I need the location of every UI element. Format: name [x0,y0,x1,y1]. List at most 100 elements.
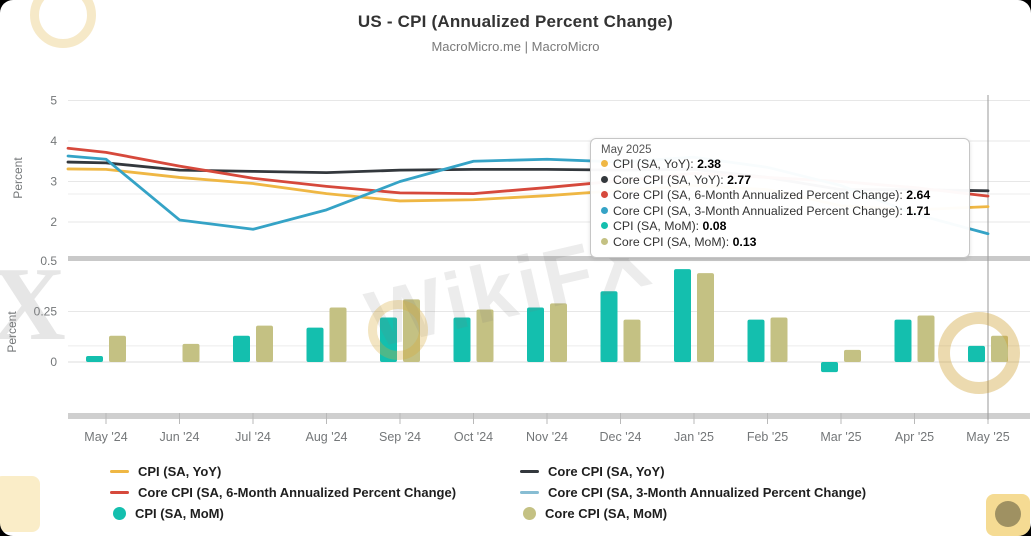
tooltip-series-label: Core CPI (SA, 6-Month Annualized Percent… [613,188,907,203]
bar-cpi-mom[interactable] [380,317,397,362]
series-color-dot [601,237,608,245]
tooltip-series-label: CPI (SA, MoM): [613,219,703,234]
legend-item[interactable]: CPI (SA, MoM) [110,503,456,524]
legend-column-right: Core CPI (SA, YoY) Core CPI (SA, 3-Month … [520,461,866,524]
legend-item[interactable]: Core CPI (SA, 3-Month Annualized Percent… [520,482,866,503]
bar-core-cpi-mom[interactable] [182,343,200,362]
legend-line-swatch [520,470,539,473]
series-color-dot [601,222,608,230]
tooltip-row: Core CPI (SA, 3-Month Annualized Percent… [601,204,959,220]
x-axis-label: Dec '24 [600,430,642,444]
legend-item[interactable]: Core CPI (SA, MoM) [520,503,866,524]
x-axis-line [68,413,1030,419]
series-color-dot [601,191,608,199]
series-color-dot [601,206,608,214]
legend-label: CPI (SA, YoY) [138,464,222,479]
tooltip-series-label: Core CPI (SA, MoM): [613,234,733,249]
bar-core-cpi-mom[interactable] [256,325,273,362]
x-axis-label: May '25 [966,430,1009,444]
legend-circle-swatch [113,507,126,520]
bar-core-cpi-mom[interactable] [697,273,714,362]
tooltip-series-label: Core CPI (SA, YoY): [613,172,728,187]
bar-cpi-mom[interactable] [674,269,691,362]
x-axis-label: Feb '25 [747,430,788,444]
bar-core-cpi-mom[interactable] [109,335,126,362]
tooltip-series-value: 2.38 [697,157,722,171]
bar-core-cpi-mom[interactable] [770,317,788,362]
series-color-dot [601,160,608,167]
bar-cpi-mom[interactable] [600,291,618,362]
bar-cpi-mom[interactable] [233,335,250,362]
bar-cpi-mom[interactable] [86,355,103,362]
tooltip-rows: CPI (SA, YoY): 2.38 Core CPI (SA, YoY): 2… [601,157,959,251]
legend-label: Core CPI (SA, 3-Month Annualized Percent… [548,485,867,500]
tooltip-series-value: 2.77 [727,172,752,187]
x-axis-label: Apr '25 [895,430,934,444]
bar-cpi-mom[interactable] [453,317,471,362]
chart-header: US - CPI (Annualized Percent Change) Mac… [0,12,1031,54]
chart-tooltip: May 2025 CPI (SA, YoY): 2.38 Core CPI (SA… [590,138,970,258]
bar-cpi-mom[interactable] [821,362,838,373]
x-axis-label: Jan '25 [674,430,714,444]
bar-core-cpi-mom[interactable] [329,307,347,362]
bar-core-cpi-mom[interactable] [844,349,861,362]
tooltip-series-value: 0.08 [702,219,727,234]
tooltip-series-label: Core CPI (SA, 3-Month Annualized Percent… [613,203,907,218]
legend-line-swatch [110,470,129,473]
x-axis-label: Aug '24 [305,430,347,444]
x-axis-label: Mar '25 [820,430,861,444]
bar-cpi-mom[interactable] [894,319,912,362]
x-axis-label: Oct '24 [454,430,493,444]
bar-core-cpi-mom[interactable] [623,319,641,362]
bar-core-cpi-mom[interactable] [550,303,567,362]
tooltip-row: Core CPI (SA, 6-Month Annualized Percent… [601,188,959,204]
bar-core-cpi-mom[interactable] [991,335,1008,362]
legend-item[interactable]: Core CPI (SA, 6-Month Annualized Percent… [110,482,456,503]
y-axis-tick-label: 4 [50,134,57,148]
legend-label: Core CPI (SA, YoY) [548,464,665,479]
tooltip-row: CPI (SA, YoY): 2.38 [601,157,959,173]
bar-core-cpi-mom[interactable] [403,299,420,362]
tooltip-series-label: CPI (SA, YoY): [613,157,698,171]
y-axis-tick-label: 5 [50,94,57,108]
legend-item[interactable]: CPI (SA, YoY) [110,461,456,482]
tooltip-row: CPI (SA, MoM): 0.08 [601,219,959,235]
bottom-y-axis-title: Percent [5,311,19,353]
legend-label: Core CPI (SA, 6-Month Annualized Percent… [138,485,457,500]
legend-column-left: CPI (SA, YoY) Core CPI (SA, 6-Month Annua… [110,461,456,524]
bar-cpi-mom[interactable] [747,319,765,362]
tooltip-series-value: 2.64 [906,188,931,203]
y-axis-tick-label: 0.5 [40,254,57,268]
bar-cpi-mom[interactable] [968,345,985,362]
tooltip-series-value: 0.13 [732,234,757,249]
legend-circle-swatch [523,507,536,520]
legend-label: CPI (SA, MoM) [135,506,224,521]
x-axis-label: Jul '24 [235,430,271,444]
y-axis-tick-label: 3 [50,175,57,189]
legend-label: Core CPI (SA, MoM) [545,506,668,521]
tooltip-row: Core CPI (SA, MoM): 0.13 [601,235,959,251]
y-axis-tick-label: 0.25 [34,305,58,319]
top-y-axis-title: Percent [11,157,25,199]
legend-line-swatch [520,491,539,494]
tooltip-series-value: 1.71 [906,203,931,218]
pane-separator [68,256,1030,261]
tooltip-row: Core CPI (SA, YoY): 2.77 [601,173,959,189]
chart-title: US - CPI (Annualized Percent Change) [357,12,674,31]
legend-line-swatch [110,491,129,494]
bar-cpi-mom[interactable] [527,307,544,362]
legend-item[interactable]: Core CPI (SA, YoY) [520,461,866,482]
bar-core-cpi-mom[interactable] [917,315,935,362]
series-color-dot [601,175,608,183]
chart-subtitle: MacroMicro.me | MacroMicro [431,39,600,54]
x-axis-label: Jun '24 [160,430,200,444]
x-axis-label: Nov '24 [526,430,568,444]
y-axis-tick-label: 2 [50,215,57,229]
bar-core-cpi-mom[interactable] [476,309,494,362]
bar-cpi-mom[interactable] [306,327,324,362]
tooltip-date: May 2025 [601,144,652,156]
x-axis-label: Sep '24 [379,430,421,444]
y-axis-tick-label: 0 [50,355,57,369]
